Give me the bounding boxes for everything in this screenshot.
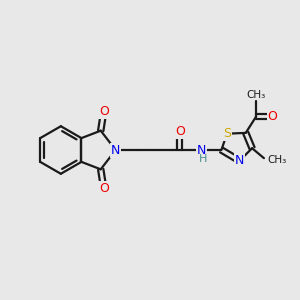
Text: H: H [199, 154, 208, 164]
Text: N: N [111, 143, 120, 157]
Text: O: O [268, 110, 278, 123]
Text: CH₃: CH₃ [247, 89, 266, 100]
Text: O: O [175, 125, 185, 138]
Text: O: O [99, 105, 109, 118]
Text: S: S [223, 127, 231, 140]
Text: N: N [235, 154, 244, 167]
Text: O: O [99, 182, 109, 195]
Text: N: N [196, 143, 206, 157]
Text: CH₃: CH₃ [268, 154, 287, 165]
